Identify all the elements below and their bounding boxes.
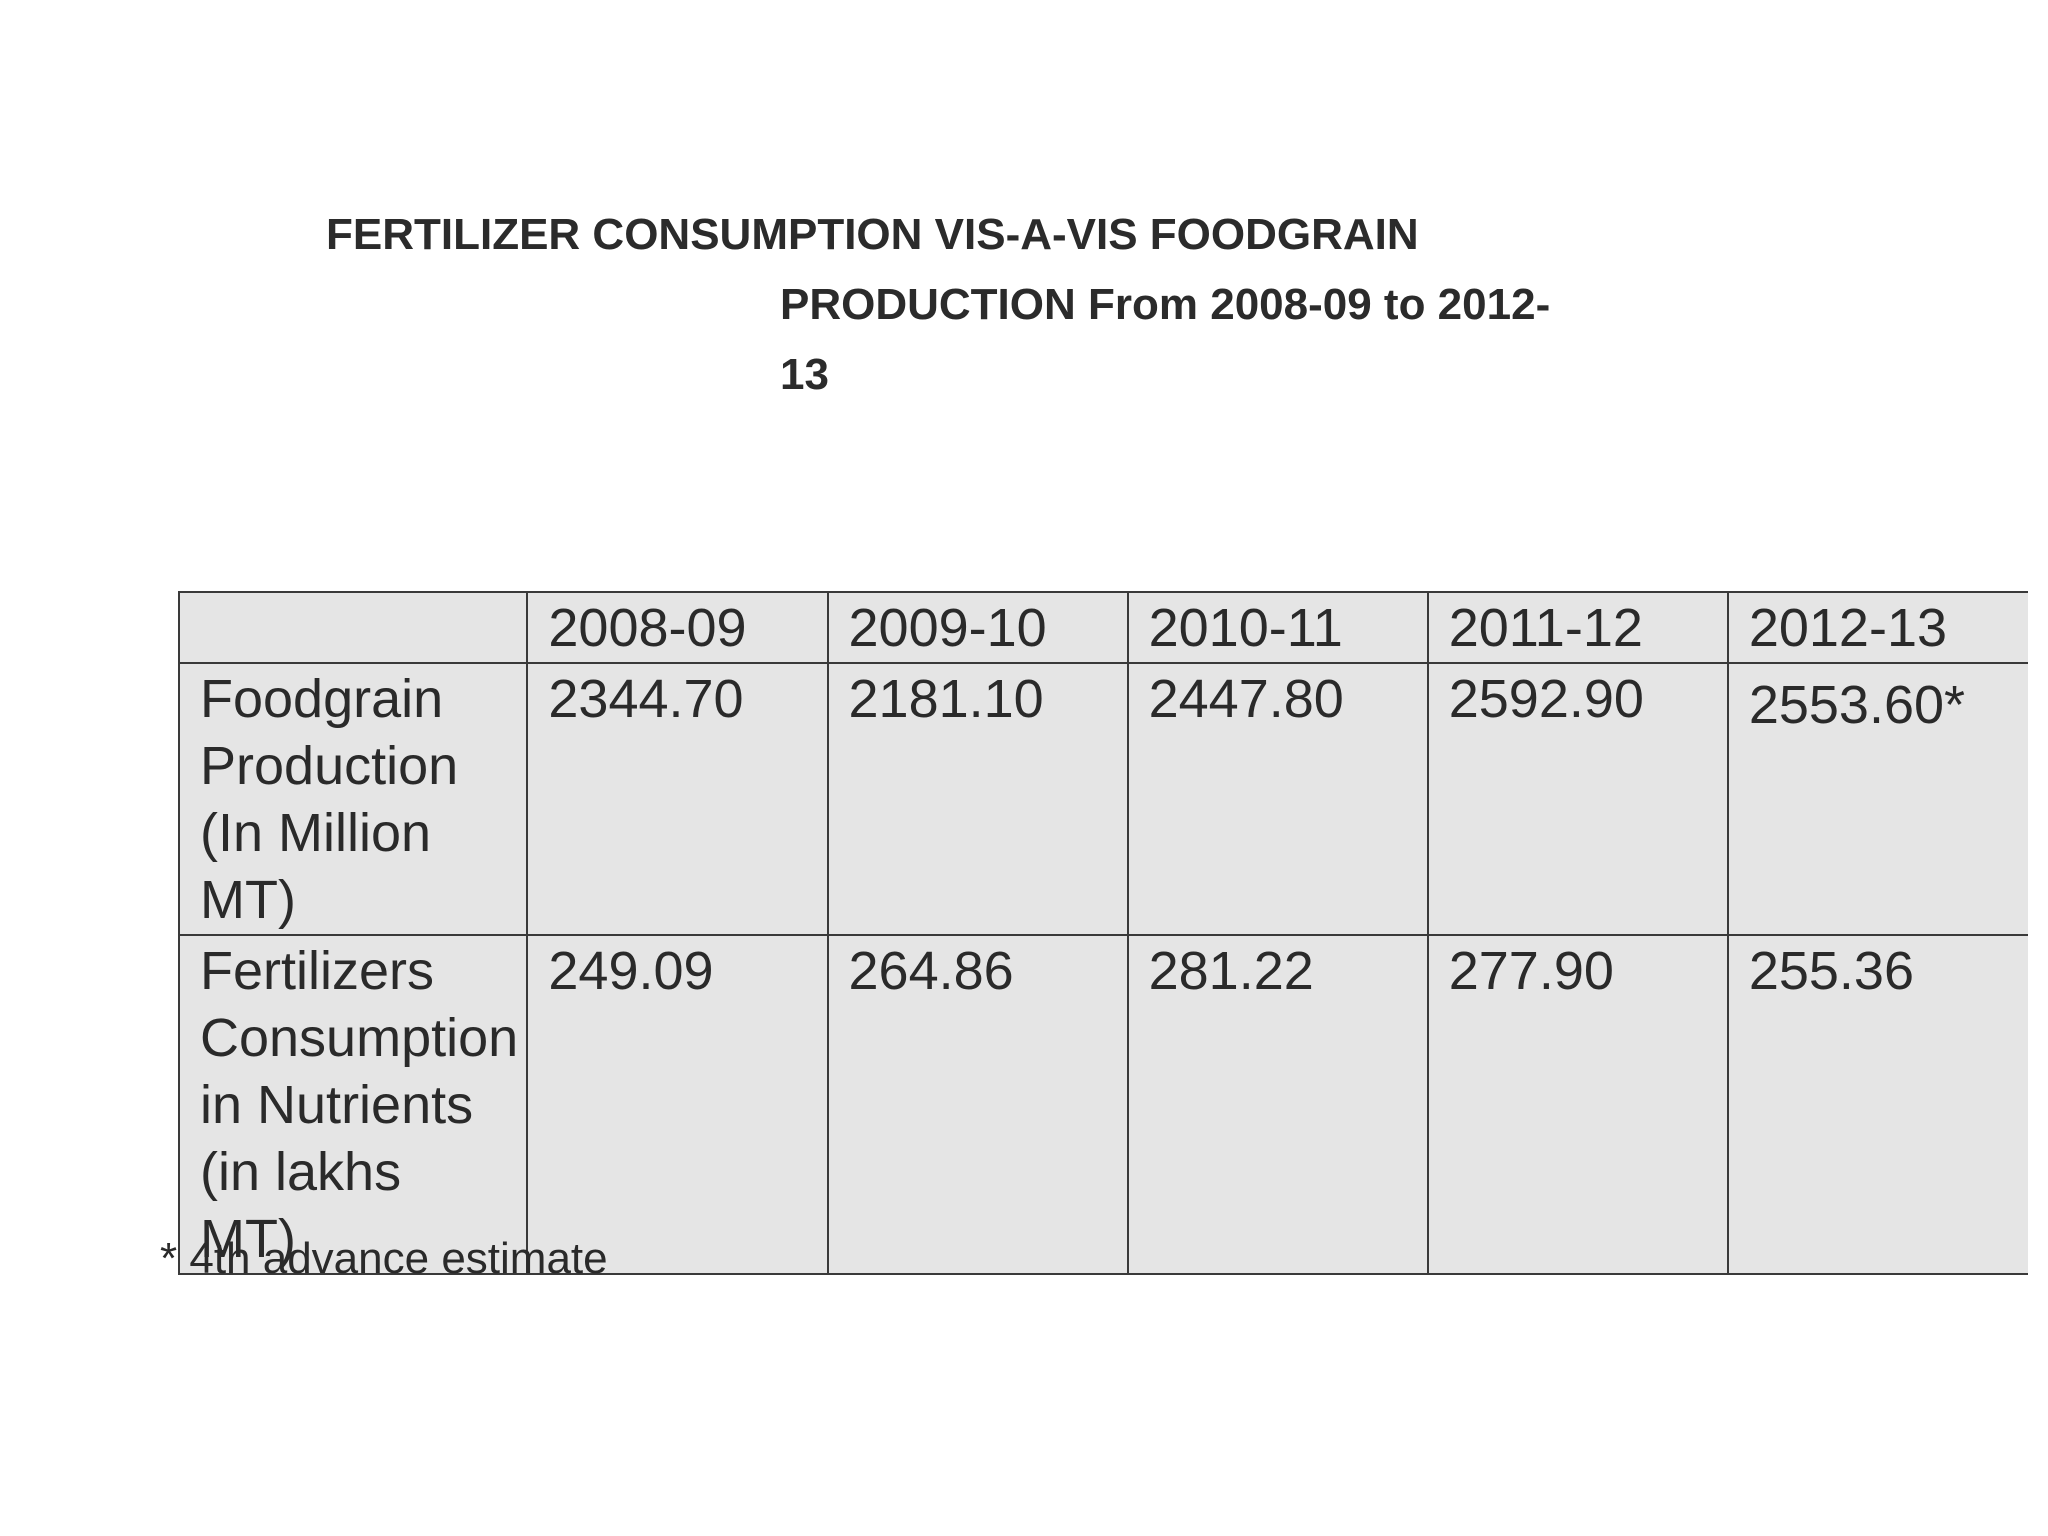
table-cell: 2344.70 xyxy=(526,662,829,936)
table-header-cell: 2012-13 xyxy=(1726,591,2028,664)
data-table: 2008-09 2009-10 2010-11 2011-12 2012-13 … xyxy=(177,591,2028,1275)
table-cell: 277.90 xyxy=(1426,934,1729,1275)
title-line-2: PRODUCTION From 2008-09 to 2012- xyxy=(780,280,1551,329)
footnote: * 4th advance estimate xyxy=(160,1234,608,1283)
table-header-cell: 2011-12 xyxy=(1426,591,1729,664)
table-cell-wrapper: 2553.60* xyxy=(1726,662,2028,936)
table-header-cell: 2009-10 xyxy=(826,591,1129,664)
table-cell: 2553.60* xyxy=(1748,675,1966,735)
table-cell: 255.36 xyxy=(1726,934,2028,1275)
row-label-fertilizers: Fertilizers Consumption in Nutrients (in… xyxy=(177,934,529,1275)
table-cell: 2447.80 xyxy=(1126,662,1429,936)
table-cell: 281.22 xyxy=(1126,934,1429,1275)
table-cell: 249.09 xyxy=(526,934,829,1275)
table-cell: 264.86 xyxy=(826,934,1129,1275)
table-cell: 2592.90 xyxy=(1426,662,1729,936)
title-line-3: 13 xyxy=(780,350,829,399)
table-header-cell: 2010-11 xyxy=(1126,591,1429,664)
table-header-cell: 2008-09 xyxy=(526,591,829,664)
table-cell: 2181.10 xyxy=(826,662,1129,936)
table-header-row: 2008-09 2009-10 2010-11 2011-12 2012-13 xyxy=(177,591,2028,664)
row-label-foodgrain: Foodgrain Production (In Million MT) xyxy=(177,662,529,936)
title-line-1: FERTILIZER CONSUMPTION VIS-A-VIS FOODGRA… xyxy=(326,210,1419,259)
table-header-cell xyxy=(177,591,529,664)
table-row: Fertilizers Consumption in Nutrients (in… xyxy=(177,934,2028,1275)
table-row: Foodgrain Production (In Million MT) 234… xyxy=(177,662,2028,936)
